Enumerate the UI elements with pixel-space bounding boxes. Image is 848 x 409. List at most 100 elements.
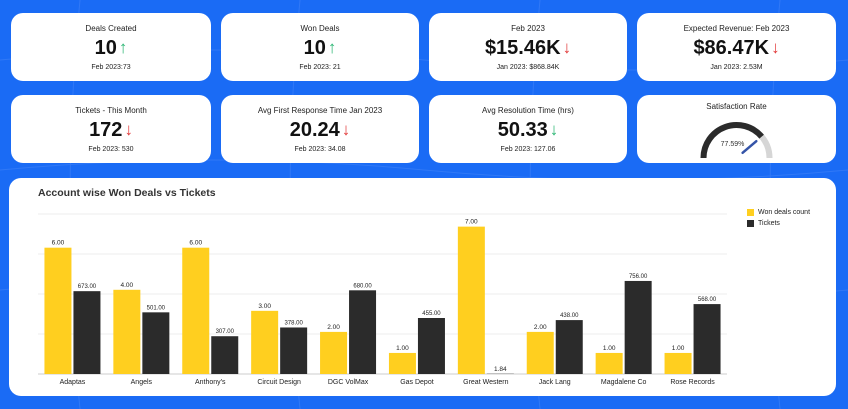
data-label: 7.00: [465, 219, 478, 226]
kpi-comparison: Feb 2023: 34.08: [294, 146, 346, 153]
data-label: 1.84: [494, 366, 507, 373]
data-label: 2.00: [534, 324, 547, 331]
bar-won[interactable]: [44, 247, 72, 374]
bar-won[interactable]: [388, 352, 416, 374]
bar-tickets[interactable]: [693, 304, 721, 374]
data-label: 6.00: [52, 240, 65, 247]
bar-won[interactable]: [664, 352, 692, 374]
kpi-value: 20.24: [289, 119, 340, 141]
data-label: 1.00: [672, 345, 685, 352]
data-label: 4.00: [121, 282, 134, 289]
bar-won[interactable]: [320, 331, 348, 374]
kpi-comparison: Jan 2023: $868.84K: [496, 64, 560, 71]
bar-tickets[interactable]: [73, 291, 101, 374]
data-label: 680.00: [353, 283, 372, 289]
legend-swatch-tickets: [747, 220, 754, 227]
legend-label: Tickets: [758, 220, 780, 227]
kpi-card-expected-revenue[interactable]: Expected Revenue: Feb 2023 $86.47K ↓ Jan…: [637, 13, 836, 81]
gauge-fill: [700, 122, 764, 159]
x-tick-label: Adaptas: [60, 379, 86, 386]
legend-item-won[interactable]: Won deals count: [747, 207, 810, 218]
bar-chart: 6.00 673.00 Adaptas 4.00 501.00 Angels 6.00 307…: [38, 213, 727, 386]
bar-tickets[interactable]: [280, 327, 308, 374]
x-tick-label: Magdalene Co: [601, 379, 647, 386]
kpi-title: Deals Created: [85, 24, 137, 33]
trend-down-arrow-icon: ↓: [124, 120, 133, 139]
trend-up-arrow-icon: ↑: [327, 38, 337, 57]
kpi-card-first-response[interactable]: Avg First Response Time Jan 2023 20.24 ↓…: [221, 95, 419, 163]
kpi-card-won-deals[interactable]: Won Deals 10 ↑ Feb 2023: 21: [221, 13, 419, 81]
x-tick-label: Jack Lang: [539, 379, 571, 386]
bar-won[interactable]: [251, 310, 279, 374]
kpi-value: 50.33: [497, 119, 548, 141]
x-tick-label: Anthony's: [195, 379, 226, 386]
kpi-card-deals-created[interactable]: Deals Created 10 ↑ Feb 2023:73: [11, 13, 211, 81]
bar-tickets[interactable]: [349, 290, 377, 374]
chart-card: Account wise Won Deals vs Tickets Won de…: [9, 178, 836, 396]
kpi-value: 172: [89, 119, 123, 141]
data-label: 455.00: [422, 311, 441, 317]
kpi-value: $86.47K: [693, 37, 770, 59]
bar-tickets[interactable]: [417, 318, 445, 374]
x-tick-label: Circuit Design: [257, 379, 301, 386]
data-label: 501.00: [147, 305, 166, 311]
trend-down-arrow-icon: ↓: [341, 120, 351, 139]
x-tick-label: Rose Records: [670, 379, 715, 386]
bar-tickets[interactable]: [142, 312, 170, 374]
data-label: 1.00: [396, 345, 409, 352]
data-label: 6.00: [189, 240, 202, 247]
legend-label: Won deals count: [758, 209, 811, 216]
kpi-title: Feb 2023: [511, 24, 545, 33]
data-label: 307.00: [216, 329, 235, 335]
legend-item-tickets[interactable]: Tickets: [747, 218, 810, 229]
x-tick-label: DGC VolMax: [328, 379, 369, 386]
kpi-card-tickets-month[interactable]: Tickets - This Month 172 ↓ Feb 2023: 530: [11, 95, 211, 163]
x-tick-label: Gas Depot: [400, 379, 434, 386]
kpi-card-revenue[interactable]: Feb 2023 $15.46K ↓ Jan 2023: $868.84K: [429, 13, 627, 81]
kpi-value: 10: [94, 37, 117, 59]
bar-won[interactable]: [182, 247, 210, 374]
kpi-comparison: Feb 2023: 530: [88, 146, 134, 153]
kpi-card-resolution-time[interactable]: Avg Resolution Time (hrs) 50.33 ↓ Feb 20…: [429, 95, 627, 163]
kpi-value: $15.46K: [484, 37, 561, 59]
satisfaction-gauge: 77.59%: [700, 122, 773, 159]
kpi-comparison: Feb 2023: 21: [299, 64, 341, 71]
x-tick-label: Great Western: [463, 379, 508, 386]
data-label: 568.00: [698, 297, 717, 303]
bar-tickets[interactable]: [211, 336, 239, 374]
data-label: 673.00: [78, 284, 97, 290]
trend-down-arrow-icon: ↓: [549, 120, 559, 139]
kpi-value: 10: [303, 37, 326, 59]
bar-won[interactable]: [457, 226, 485, 374]
kpi-card-satisfaction[interactable]: Satisfaction Rate 77.59%: [637, 95, 836, 163]
chart-legend: Won deals count Tickets: [747, 207, 810, 229]
kpi-title: Won Deals: [300, 24, 340, 33]
kpi-title: Avg Resolution Time (hrs): [482, 106, 574, 115]
chart-title: Account wise Won Deals vs Tickets: [38, 187, 216, 199]
data-label: 2.00: [327, 324, 340, 331]
trend-down-arrow-icon: ↓: [562, 38, 572, 57]
kpi-comparison: Feb 2023:73: [91, 64, 131, 71]
data-label: 756.00: [629, 274, 648, 280]
gauge-value-label: 77.59%: [721, 141, 745, 148]
kpi-comparison: Jan 2023: 2.53M: [710, 64, 763, 71]
data-label: 1.00: [603, 345, 616, 352]
gauge-needle: [741, 139, 758, 155]
kpi-title: Expected Revenue: Feb 2023: [683, 24, 790, 33]
bar-won[interactable]: [595, 352, 623, 374]
trend-down-arrow-icon: ↓: [771, 38, 780, 57]
data-label: 378.00: [284, 320, 303, 326]
kpi-comparison: Feb 2023: 127.06: [500, 146, 556, 153]
bar-tickets[interactable]: [555, 320, 583, 374]
kpi-title: Avg First Response Time Jan 2023: [257, 106, 383, 115]
x-tick-label: Angels: [131, 379, 153, 386]
data-label: 438.00: [560, 313, 579, 319]
legend-swatch-won: [747, 209, 754, 216]
bar-tickets[interactable]: [624, 280, 652, 374]
gauge-title: Satisfaction Rate: [706, 102, 767, 111]
bar-won[interactable]: [526, 331, 554, 374]
trend-up-arrow-icon: ↑: [118, 38, 128, 57]
bar-won[interactable]: [113, 289, 141, 374]
data-label: 3.00: [258, 303, 271, 310]
kpi-title: Tickets - This Month: [75, 106, 147, 115]
